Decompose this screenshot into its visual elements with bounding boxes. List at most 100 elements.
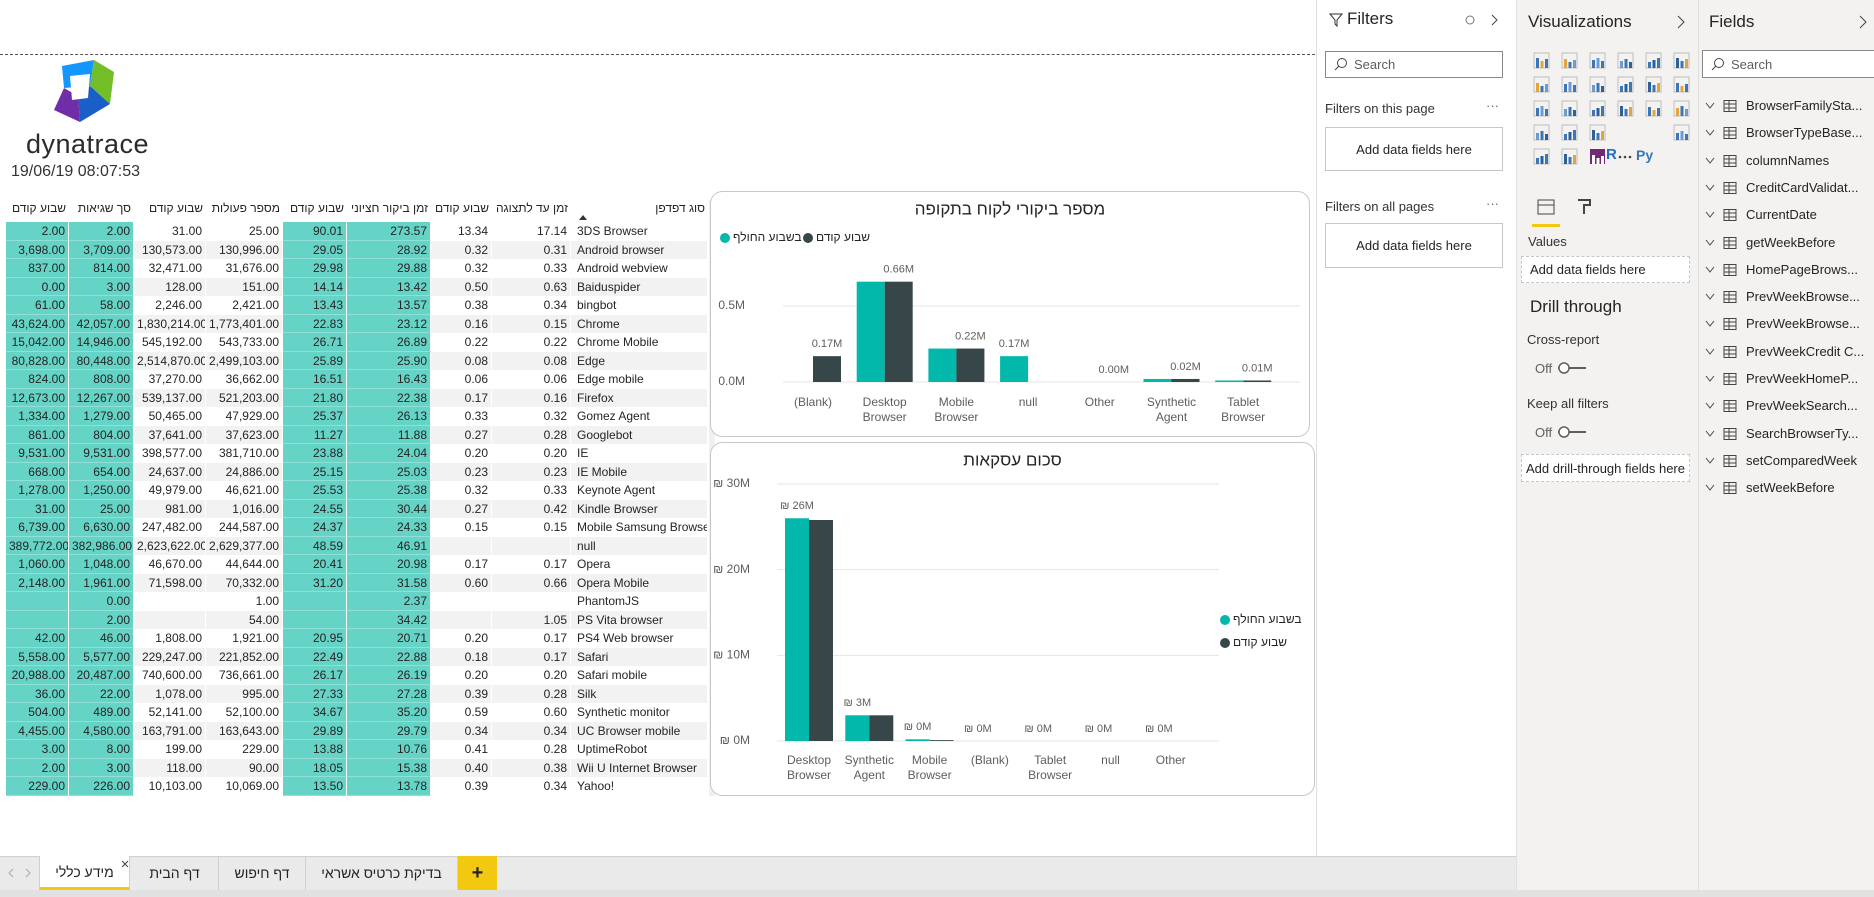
toggle-knob[interactable] bbox=[1558, 426, 1570, 438]
field-item[interactable]: setWeekBefore bbox=[1746, 480, 1835, 496]
python-visual-icon[interactable]: Py bbox=[1636, 147, 1654, 163]
field-icons[interactable] bbox=[1704, 99, 1738, 113]
filters-icons[interactable] bbox=[1462, 12, 1502, 28]
column-header[interactable]: שבוע קודם bbox=[12, 201, 66, 215]
column-header[interactable]: סך שגיאות bbox=[77, 201, 131, 215]
fields-tab-icon[interactable] bbox=[1537, 199, 1555, 215]
table-cell: 2,623,622.00 bbox=[134, 536, 206, 555]
table-cell: Android browser bbox=[571, 240, 708, 259]
chevron[interactable] bbox=[1677, 15, 1685, 29]
more-icon[interactable]: ··· bbox=[1486, 98, 1499, 113]
column-header[interactable]: שבוע קודם bbox=[149, 201, 203, 215]
field-item[interactable]: HomePageBrows... bbox=[1746, 261, 1858, 277]
field-icons[interactable] bbox=[1704, 236, 1738, 250]
eye-icon[interactable] bbox=[1465, 15, 1475, 25]
toggle[interactable] bbox=[1556, 360, 1588, 376]
field-icons[interactable] bbox=[1704, 399, 1738, 413]
more-dot bbox=[1628, 155, 1632, 159]
table-cell: 20,487.00 bbox=[69, 666, 134, 685]
table-cell: Baiduspider bbox=[571, 277, 708, 296]
field-item[interactable]: BrowserTypeBase... bbox=[1746, 125, 1863, 141]
collapse-icon[interactable] bbox=[1491, 14, 1498, 26]
toggle-knob[interactable] bbox=[1558, 362, 1570, 374]
visual-icon-bar bbox=[1536, 58, 1539, 68]
field-item[interactable]: PrevWeekBrowse... bbox=[1746, 316, 1860, 332]
column-header[interactable]: זמן עד לתצוגה bbox=[495, 201, 568, 215]
table-cell: 6,739.00 bbox=[6, 518, 69, 537]
table-cell: Chrome bbox=[571, 314, 708, 333]
column-header[interactable]: סוג דפדפן bbox=[655, 201, 705, 215]
r-visual-icon[interactable]: R bbox=[1606, 146, 1617, 163]
table-cell: 46,621.00 bbox=[206, 481, 283, 500]
column-header[interactable]: שבוע קודם bbox=[290, 201, 344, 215]
tab-scroll-right[interactable] bbox=[25, 868, 31, 878]
field-icons[interactable] bbox=[1704, 454, 1738, 468]
visual-gallery[interactable] bbox=[1516, 48, 1697, 228]
chevron[interactable] bbox=[1859, 15, 1867, 29]
field-icons[interactable] bbox=[1704, 481, 1738, 495]
field-icons[interactable] bbox=[1704, 263, 1738, 277]
pane-tabs[interactable] bbox=[1532, 196, 1612, 230]
column-header[interactable]: שבוע קודם bbox=[435, 201, 489, 215]
column-header[interactable]: זמן ביקור חציוני bbox=[350, 201, 428, 215]
field-item[interactable]: PrevWeekBrowse... bbox=[1746, 289, 1860, 305]
toggle[interactable] bbox=[1556, 424, 1588, 440]
fields-search[interactable]: Search bbox=[1702, 50, 1874, 78]
tab-scroll[interactable] bbox=[4, 866, 34, 880]
table-cell: 36,662.00 bbox=[206, 370, 283, 389]
field-item[interactable]: PrevWeekCredit C... bbox=[1746, 343, 1865, 359]
field-icons[interactable] bbox=[1704, 372, 1738, 386]
page-tab[interactable]: מידע כללי bbox=[39, 856, 130, 890]
table-cell: 0.39 bbox=[431, 684, 492, 703]
filters-section: Filters on this page bbox=[1325, 101, 1435, 116]
drop-zone[interactable]: Add data fields here bbox=[1325, 127, 1503, 171]
field-item[interactable]: getWeekBefore bbox=[1746, 234, 1836, 250]
tab-scroll-left[interactable] bbox=[8, 868, 14, 878]
table-cell: 54.00 bbox=[206, 610, 283, 629]
collapse-icon[interactable] bbox=[1858, 14, 1870, 30]
page-tab[interactable]: דף חיפוש bbox=[219, 856, 306, 890]
charts-layer: מספר ביקורי לקוח בתקופה 0.0M 0.5M 0.17M 0.66… bbox=[710, 191, 1315, 796]
table-cell: 4,455.00 bbox=[6, 721, 69, 740]
table-cell: 824.00 bbox=[6, 370, 69, 389]
collapse-icon[interactable] bbox=[1676, 14, 1688, 30]
field-icons[interactable] bbox=[1704, 181, 1738, 195]
format-tab-icon[interactable] bbox=[1578, 199, 1591, 214]
more-icon[interactable]: ··· bbox=[1486, 196, 1499, 211]
tab-close[interactable] bbox=[121, 860, 129, 868]
drop-zone[interactable]: Add data fields here bbox=[1325, 223, 1503, 268]
field-item[interactable]: CurrentDate bbox=[1746, 207, 1817, 223]
table-cell: 382,986.00 bbox=[69, 536, 134, 555]
bar bbox=[1000, 356, 1029, 382]
filters-search[interactable]: Search bbox=[1325, 51, 1503, 78]
table-cell: 46,670.00 bbox=[134, 555, 206, 574]
table-cell: 29.79 bbox=[347, 721, 431, 740]
field-icons[interactable] bbox=[1704, 126, 1738, 140]
bar bbox=[884, 281, 913, 382]
page-tab[interactable]: דף הבית bbox=[131, 856, 219, 890]
field-icons[interactable] bbox=[1704, 290, 1738, 304]
field-item[interactable]: BrowserFamilySta... bbox=[1746, 98, 1863, 113]
field-icons[interactable] bbox=[1704, 427, 1738, 441]
drop-zone[interactable]: Add data fields here bbox=[1521, 256, 1690, 283]
y-tick-label: ₪ 10M bbox=[713, 648, 750, 662]
field-item[interactable]: PrevWeekHomeP... bbox=[1746, 371, 1859, 386]
legend-swatch bbox=[1220, 638, 1230, 648]
table-cell: 2,514,870.00 bbox=[134, 351, 206, 370]
field-icons[interactable] bbox=[1704, 208, 1738, 222]
column-header[interactable]: מספר פעולות bbox=[211, 201, 280, 215]
field-item[interactable]: CreditCardValidat... bbox=[1746, 179, 1859, 195]
visual-icon-bar bbox=[1592, 85, 1595, 92]
table-cell: 52,100.00 bbox=[206, 703, 283, 722]
field-item[interactable]: setComparedWeek bbox=[1746, 452, 1858, 468]
field-item[interactable]: PrevWeekSearch... bbox=[1746, 398, 1858, 414]
field-item[interactable]: columnNames bbox=[1746, 152, 1830, 168]
field-icons[interactable] bbox=[1704, 345, 1738, 359]
drop-zone[interactable]: Add drill-through fields here bbox=[1521, 454, 1690, 482]
page-tab[interactable]: בדיקת כרטיס אשראי bbox=[306, 856, 458, 890]
visual-icon-bar bbox=[1676, 133, 1679, 140]
field-icons[interactable] bbox=[1704, 154, 1738, 168]
new-tab-button[interactable]: + bbox=[458, 856, 497, 890]
field-item[interactable]: SearchBrowserTy... bbox=[1746, 425, 1859, 441]
field-icons[interactable] bbox=[1704, 317, 1738, 331]
